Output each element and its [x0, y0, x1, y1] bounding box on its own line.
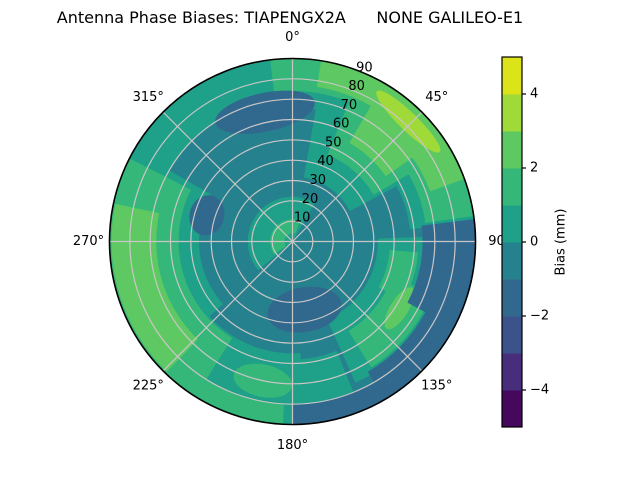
contour-region — [189, 195, 225, 236]
radial-tick-label: 10 — [294, 211, 311, 226]
polar-grid-spoke — [162, 111, 293, 242]
polar-grid-spoke — [162, 241, 293, 372]
contour-region — [376, 90, 441, 153]
radial-tick-label: 70 — [341, 98, 358, 113]
angular-tick-label: 225° — [133, 378, 164, 393]
colorbar-band — [502, 168, 522, 206]
colorbar-band — [502, 390, 522, 428]
angular-tick-label: 315° — [133, 90, 164, 105]
colorbar-band — [502, 131, 522, 169]
contour-region — [193, 379, 284, 425]
radial-tick-label: 60 — [333, 117, 350, 132]
contour-region — [215, 90, 315, 134]
angular-tick-label: 90 — [488, 234, 505, 249]
angular-tick-label: 270° — [73, 234, 104, 249]
contour-region — [384, 287, 415, 330]
angular-tick-label: 135° — [421, 378, 452, 393]
colorbar-axis-label: Bias (mm) — [554, 209, 569, 276]
contour-region — [127, 58, 283, 175]
chart-title: Antenna Phase Biases: TIAPENGX2A NONE GA… — [56, 8, 524, 27]
radial-tick-label: 20 — [302, 192, 319, 207]
colorbar-tick-label: 0 — [530, 235, 538, 250]
colorbar-band — [502, 279, 522, 317]
radial-tick-label: 40 — [317, 154, 334, 169]
contour-region — [407, 218, 476, 331]
radial-tick-label: 90 — [356, 60, 373, 75]
radial-tick-label: 80 — [348, 79, 365, 94]
polar-outline — [108, 57, 477, 426]
colorbar-tick-label: −2 — [530, 309, 549, 324]
contour-region — [111, 203, 198, 372]
polar-grid-spoke — [292, 111, 423, 242]
contour-region — [292, 379, 393, 425]
colorbar-band — [502, 242, 522, 280]
colorbar-band — [502, 316, 522, 354]
colorbar-tick-label: −4 — [530, 383, 549, 398]
angular-tick-label: 0° — [285, 30, 300, 45]
colorbar-tick-label: 4 — [530, 87, 538, 102]
contour-region — [316, 60, 387, 108]
angular-tick-label: 45° — [425, 90, 448, 105]
colorbar-tick-label: 2 — [530, 161, 538, 176]
colorbar-band — [502, 353, 522, 391]
radial-tick-label: 50 — [325, 135, 342, 150]
contour-region — [367, 297, 468, 406]
angular-tick-label: 180° — [277, 438, 308, 453]
colorbar-band — [502, 94, 522, 132]
contour-region — [409, 131, 465, 192]
colorbar-band — [502, 205, 522, 243]
radial-tick-label: 30 — [309, 173, 326, 188]
colorbar-band — [502, 57, 522, 95]
polar-grid-spoke — [292, 241, 423, 372]
contour-region — [267, 286, 342, 333]
